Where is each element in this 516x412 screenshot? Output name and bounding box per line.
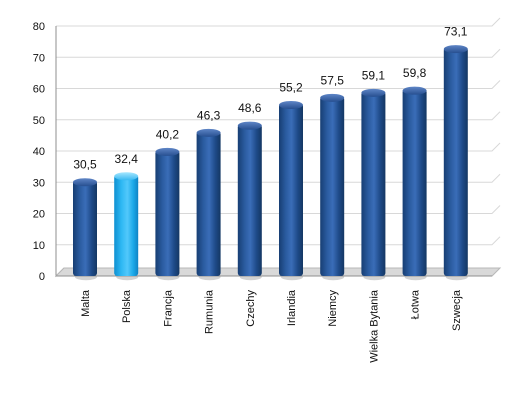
category-label-5: Irlandia <box>286 289 298 326</box>
category-label-8: Łotwa <box>410 289 422 319</box>
axis-layer: 0 10 20 30 40 50 60 70 80 <box>33 21 502 283</box>
bar-body-4 <box>237 124 262 276</box>
bar-body-5 <box>279 103 303 276</box>
category-label-0: Malta <box>80 289 92 317</box>
bar-0 <box>73 178 97 281</box>
grid-line-5 <box>56 111 501 121</box>
y-tick-label-4: 40 <box>33 146 45 158</box>
bar-layer <box>73 45 468 281</box>
value-label-3: 46,3 <box>197 108 221 122</box>
bar-2 <box>155 147 180 281</box>
bar-body-7 <box>361 91 386 276</box>
y-tick-label-6: 60 <box>33 84 45 96</box>
bar-8 <box>402 86 427 281</box>
bar-body-0 <box>73 180 97 276</box>
category-label-4: Czechy <box>245 290 257 327</box>
bar-cap-3 <box>196 128 221 137</box>
bar-1 <box>114 172 139 281</box>
value-label-7: 59,1 <box>362 68 386 82</box>
value-label-layer: 30,5 32,4 40,2 46,3 48,6 55,2 57,5 59,1 59,8 73,1 <box>73 25 467 172</box>
bar-3 <box>196 128 221 281</box>
category-label-6: Niemcy <box>327 290 339 327</box>
bar-body-9 <box>443 47 468 276</box>
bar-cap-6 <box>320 93 345 102</box>
bar-cap-5 <box>279 101 303 109</box>
y-tick-label-3: 30 <box>33 177 45 189</box>
bar-cap-1 <box>114 172 139 181</box>
grid-line-7 <box>56 48 501 58</box>
grid-line-4 <box>56 142 501 152</box>
bar-body-6 <box>320 96 345 276</box>
bar-cap-7 <box>361 88 386 97</box>
y-tick-label-7: 70 <box>33 52 45 64</box>
value-label-8: 59,8 <box>403 66 427 80</box>
value-label-5: 55,2 <box>279 81 303 95</box>
grid-line-6 <box>56 80 501 89</box>
y-tick-label-0: 0 <box>39 271 45 283</box>
bar-4 <box>237 121 262 281</box>
grid-line-8 <box>56 17 501 27</box>
category-label-2: Francja <box>162 289 174 327</box>
value-label-9: 73,1 <box>444 25 468 39</box>
value-label-1: 32,4 <box>115 152 139 166</box>
bar-cap-8 <box>402 86 427 95</box>
category-label-1: Polska <box>121 289 133 323</box>
value-label-2: 40,2 <box>156 127 180 141</box>
bar-6 <box>320 93 345 281</box>
bar-cap-2 <box>155 147 180 156</box>
bar-cap-4 <box>237 121 262 130</box>
bar-cap-9 <box>443 45 468 54</box>
category-label-9: Szwecja <box>451 289 463 331</box>
bar-body-1 <box>114 174 139 276</box>
category-label-3: Rumunia <box>204 289 216 334</box>
y-tick-label-8: 80 <box>33 21 45 33</box>
y-tick-label-5: 50 <box>33 115 45 127</box>
value-label-0: 30,5 <box>73 158 97 172</box>
value-label-6: 57,5 <box>321 73 345 87</box>
value-label-4: 48,6 <box>238 101 262 115</box>
y-tick-label-1: 10 <box>33 240 45 252</box>
bar-9 <box>443 45 468 281</box>
category-label-7: Wielka Bytania <box>368 289 380 363</box>
y-tick-label-2: 20 <box>33 209 45 221</box>
bar-body-2 <box>155 150 180 276</box>
bar-body-8 <box>402 89 427 276</box>
bar-7 <box>361 88 386 281</box>
bar-cap-0 <box>73 178 97 187</box>
bar-body-3 <box>196 131 221 276</box>
category-label-layer: Malta Polska Francja Rumunia Czechy Irlandia N… <box>80 289 463 363</box>
bar-5 <box>279 101 303 281</box>
